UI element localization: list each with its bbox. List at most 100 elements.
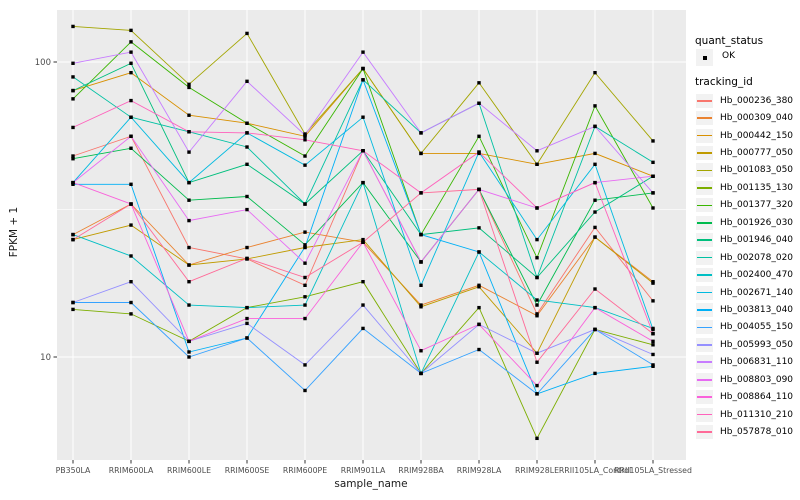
data-point xyxy=(245,194,249,199)
data-point xyxy=(651,139,655,143)
data-point xyxy=(477,81,481,85)
legend-key-box xyxy=(696,93,713,108)
x-tick-label: RRIM901LA xyxy=(341,466,386,475)
data-point xyxy=(187,245,191,250)
legend-title-tracking-id: tracking_id xyxy=(695,76,753,88)
series-color-swatch xyxy=(697,413,712,416)
series-color-swatch xyxy=(697,204,712,207)
legend-item: Hb_001083_050 xyxy=(696,162,793,179)
legend-item: Hb_001377_320 xyxy=(696,197,793,214)
legend-key-box xyxy=(696,285,713,300)
data-point xyxy=(303,202,307,206)
x-tick-label: RRIM928BA xyxy=(398,466,444,475)
data-point xyxy=(593,104,597,108)
data-point xyxy=(477,285,481,289)
data-point xyxy=(129,61,133,65)
data-point xyxy=(477,134,481,138)
legend-key-box xyxy=(696,180,713,195)
legend-item-label: Hb_000236_380 xyxy=(720,95,794,106)
data-point xyxy=(129,50,133,54)
data-point xyxy=(651,281,655,285)
data-point xyxy=(71,61,75,65)
series-color-swatch xyxy=(697,256,712,259)
series-color-swatch xyxy=(697,152,712,154)
data-point xyxy=(593,210,597,214)
data-point xyxy=(303,316,307,321)
legend-item: Hb_000236_380 xyxy=(696,92,793,109)
legend-item: Hb_000309_040 xyxy=(696,109,793,126)
legend-item-label: Hb_000309_040 xyxy=(720,113,794,124)
legend-item: Hb_057878_010 xyxy=(696,423,793,440)
legend-item: Hb_001135_130 xyxy=(696,179,793,196)
legend: quant_status OK tracking_id Hb_000236_38… xyxy=(692,0,800,500)
series-color-swatch xyxy=(697,291,712,294)
x-axis-title: sample_name xyxy=(334,478,408,490)
data-point xyxy=(477,101,481,105)
data-point xyxy=(535,162,539,167)
data-point xyxy=(419,303,423,307)
data-point xyxy=(535,392,539,396)
data-point xyxy=(187,113,191,117)
data-point xyxy=(361,279,365,284)
data-point xyxy=(361,149,365,153)
legend-item: Hb_000777_050 xyxy=(696,144,793,161)
data-point xyxy=(419,371,423,376)
legend-item-label: Hb_004055_150 xyxy=(720,322,794,333)
data-point xyxy=(129,223,133,227)
legend-item-label: Hb_008803_090 xyxy=(720,374,794,385)
data-point xyxy=(303,230,307,234)
data-point xyxy=(245,256,249,261)
data-point xyxy=(71,97,75,101)
data-point xyxy=(593,151,597,156)
series-color-swatch xyxy=(697,134,712,137)
data-point xyxy=(651,343,655,347)
legend-title-quant-status: quant_status xyxy=(695,35,764,47)
data-point xyxy=(71,180,75,185)
data-point xyxy=(129,202,133,206)
data-point xyxy=(535,237,539,242)
legend-key-box xyxy=(696,233,713,248)
legend-item-label: Hb_006831_110 xyxy=(720,357,794,368)
legend-item-label: Hb_008864_110 xyxy=(720,392,794,403)
x-tick-label: PB350LA xyxy=(56,466,91,475)
data-point xyxy=(651,339,655,344)
legend-key-box xyxy=(696,268,713,283)
data-point xyxy=(593,327,597,332)
data-point xyxy=(535,303,539,307)
data-point xyxy=(187,263,191,267)
data-point xyxy=(419,305,423,309)
legend-item-label: Hb_000442_150 xyxy=(720,130,794,141)
series-color-swatch xyxy=(697,361,712,364)
data-point xyxy=(303,295,307,299)
legend-key-box xyxy=(696,355,713,370)
data-point xyxy=(361,78,365,82)
series-color-swatch xyxy=(697,326,712,329)
data-point xyxy=(187,180,191,185)
legend-item: Hb_002671_140 xyxy=(696,284,793,301)
data-point xyxy=(71,154,75,158)
data-point xyxy=(71,88,75,93)
data-point xyxy=(361,115,365,119)
data-point xyxy=(361,326,365,331)
legend-item: Hb_002400_470 xyxy=(696,266,793,283)
data-point xyxy=(187,218,191,223)
data-point xyxy=(419,151,423,156)
data-point xyxy=(245,79,249,84)
data-point xyxy=(593,198,597,202)
data-point xyxy=(593,180,597,185)
data-point xyxy=(129,98,133,103)
data-point xyxy=(651,174,655,178)
legend-item: Hb_001946_040 xyxy=(696,232,793,249)
data-point xyxy=(71,300,75,305)
data-point xyxy=(71,125,75,130)
data-point xyxy=(477,305,481,310)
data-point xyxy=(129,115,133,119)
data-point xyxy=(245,145,249,149)
legend-item: Hb_003813_040 xyxy=(696,301,793,318)
data-point xyxy=(361,180,365,185)
series-color-swatch xyxy=(697,239,712,242)
data-point xyxy=(303,388,307,393)
data-point xyxy=(477,187,481,192)
legend-item-label: Hb_001926_030 xyxy=(720,217,794,228)
data-point xyxy=(651,299,655,303)
